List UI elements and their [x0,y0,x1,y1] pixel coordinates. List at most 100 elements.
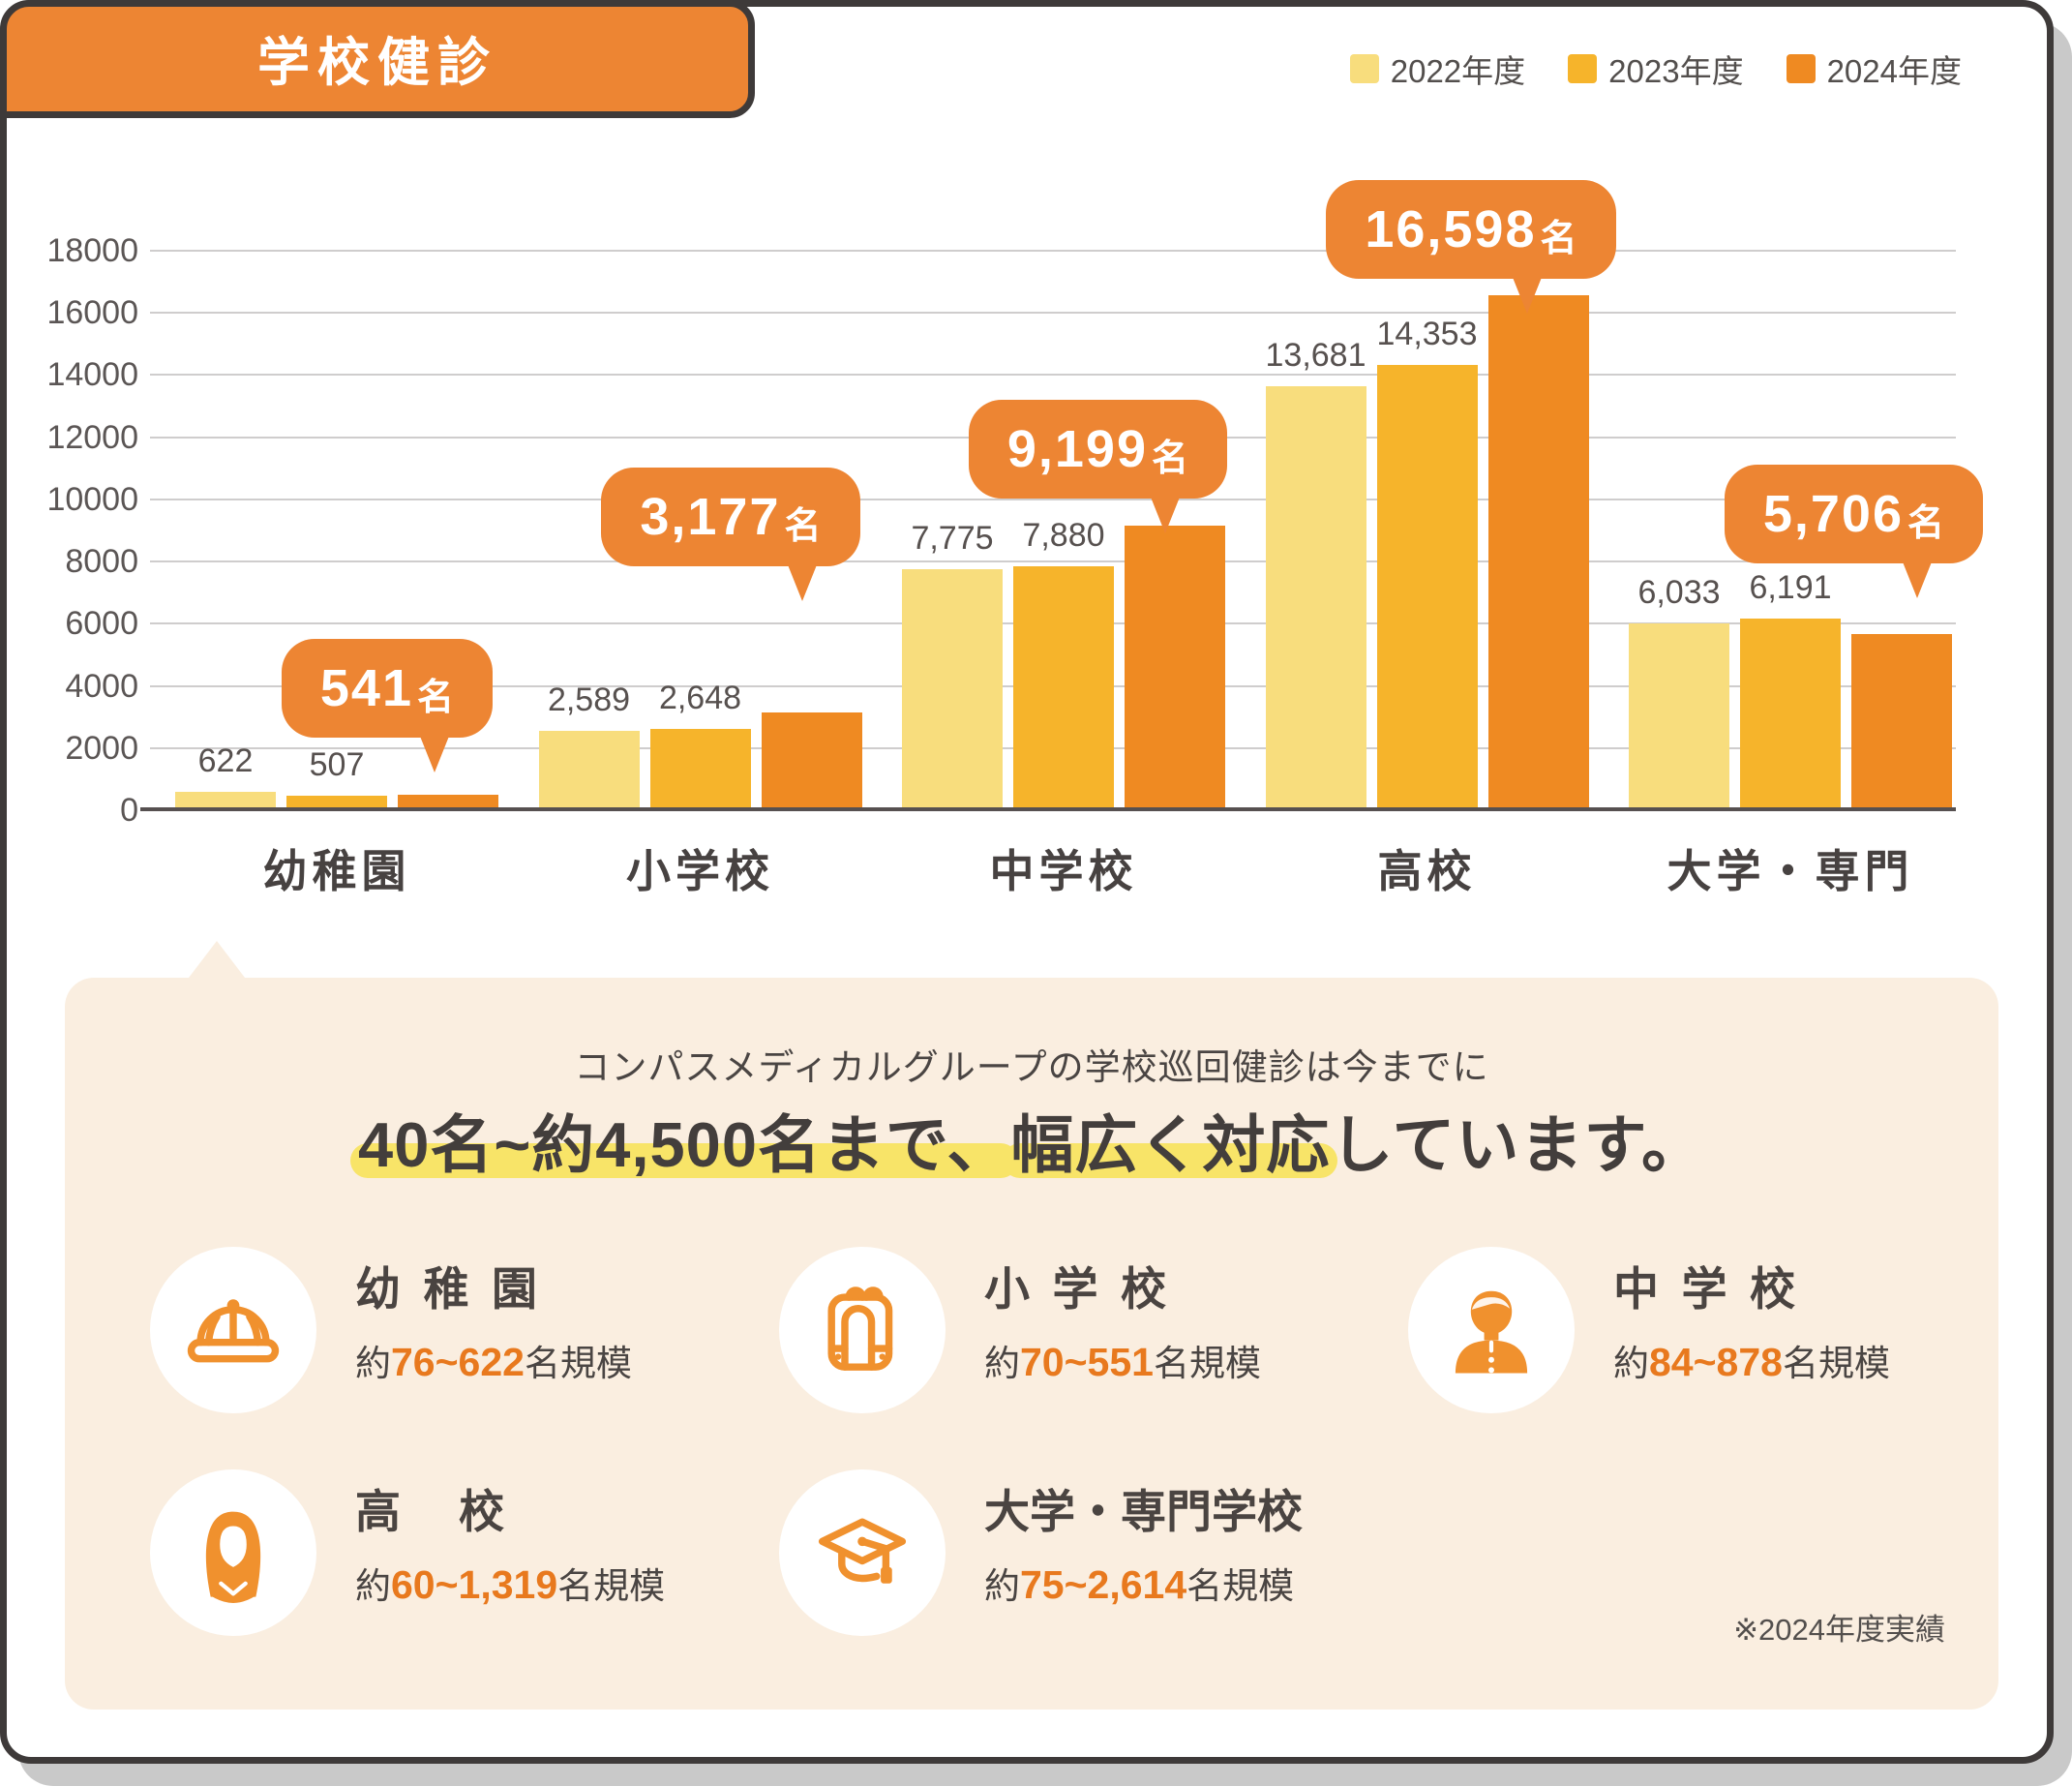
item-title: 高 校 [355,1485,527,1537]
legend-item-2023: 2023年度 [1568,45,1744,92]
bar-value-label: 7,880 [1022,517,1105,554]
y-tick-label: 4000 [65,667,138,705]
bar-value-label: 6,033 [1637,574,1721,611]
item-title: 幼稚園 [355,1262,560,1315]
callout-tail [1150,495,1181,533]
page-title: 学校健診 [257,33,497,92]
bar-2023年度: 7,880 [1013,517,1114,811]
x-axis-label: 高校 [1377,846,1477,896]
callout-tail [1511,275,1543,314]
y-tick-label: 0 [120,792,138,829]
x-axis-label: 小学校 [626,846,774,896]
item-subtitle: 約60~1,319名規模 [355,1557,665,1609]
card: 学校健診 2022年度 2023年度 2024年度 0 2000 4000 6000 8… [0,0,2054,1764]
legend: 2022年度 2023年度 2024年度 [1349,45,1962,92]
y-tick-label: 16000 [46,294,138,332]
bar-2022年度: 2,589 [538,681,640,811]
range-value: 75~2,614 [1020,1561,1187,1607]
legend-item-2024: 2024年度 [1786,45,1962,92]
gridline [150,312,1956,315]
headline-plain: しています。 [1330,1109,1705,1180]
item-text: 中学校 約84~878名規模 [1613,1252,1890,1386]
panel-headline: 40名~約4,500名まで、幅広く対応しています。 [65,1092,1998,1198]
bar-2022年度: 13,681 [1265,337,1366,811]
bar-2024年度 [1851,634,1952,811]
range-value: 70~551 [1020,1339,1154,1384]
bar-2023年度: 14,353 [1376,316,1478,811]
callout-suffix: 名 [1151,438,1188,479]
bar-value-label: 7,775 [911,520,994,557]
range-suffix: 名規模 [557,1565,666,1606]
y-tick-label: 18000 [46,232,138,269]
callout-bubble: 16,598 名 [1326,180,1616,314]
item-title: 大学・専門学校 [984,1485,1303,1537]
callout-value: 3,177 [640,488,781,546]
bar-group-1: 622 507 541 名幼稚園 [175,252,498,896]
range-prefix: 約 [984,1343,1020,1383]
callout-tail [1902,560,1933,598]
y-axis: 0 2000 4000 6000 8000 10000 12000 14000 16000 180… [7,232,138,829]
y-tick-label: 6000 [65,605,138,643]
info-panel: コンパスメディカルグループの学校巡回健診は今までに 40名~約4,500名まで、… [65,941,1998,1710]
range-prefix: 約 [355,1343,391,1383]
item-title: 中学校 [1613,1262,1818,1315]
range-value: 60~1,319 [391,1561,558,1607]
item-text: 小学校 約70~551名規模 [984,1252,1261,1386]
bar-value-label: 6,191 [1749,569,1832,606]
kindergarten-cap-icon [150,1247,316,1413]
legend-label: 2024年度 [1826,53,1962,89]
mortarboard-icon [779,1469,946,1636]
callout-tail [419,734,450,772]
callout-suffix: 名 [416,677,454,718]
range-prefix: 約 [355,1565,391,1606]
item-text: 幼稚園 約76~622名規模 [355,1252,632,1386]
range-suffix: 名規模 [1782,1343,1890,1383]
bar-value-label: 13,681 [1265,337,1366,374]
bar-value-label: 622 [197,742,254,779]
bar-2023年度: 2,648 [649,680,751,811]
bar-value-label: 2,589 [547,681,631,718]
panel-lead-text: コンパスメディカルグループの学校巡回健診は今までに [574,1047,1489,1087]
callout-bubble: 9,199 名 [968,400,1227,533]
callout-value: 9,199 [1006,420,1148,478]
item-subtitle: 約76~622名規模 [355,1334,632,1386]
callout-suffix: 名 [1540,218,1577,259]
bar-2024年度 [1125,526,1225,811]
range-suffix: 名規模 [1186,1565,1295,1606]
gridline [150,498,1956,500]
item-text: 高 校 約60~1,319名規模 [355,1474,665,1609]
panel-item-elementary: 小学校 約70~551名規模 [779,1247,1261,1413]
panel-item-junior-high: 中学校 約84~878名規模 [1408,1247,1890,1413]
legend-label: 2022年度 [1390,53,1526,89]
bar-value-label: 507 [309,746,365,783]
bar-2024年度 [398,795,498,811]
item-subtitle: 約75~2,614名規模 [984,1557,1303,1609]
bar-2022年度: 6,033 [1629,574,1729,811]
headline-highlight-1: 40名~約4,500名まで、 [358,1109,1011,1180]
y-tick-label: 10000 [46,480,138,518]
x-axis-label: 幼稚園 [262,846,411,896]
gridline [150,560,1956,563]
bar-2022年度: 7,775 [902,520,1003,811]
callout-tail [786,562,818,601]
student-girl-icon [150,1469,316,1636]
callout-value: 541 [319,659,413,717]
range-value: 76~622 [391,1339,525,1384]
item-title: 小学校 [984,1262,1189,1315]
legend-label: 2023年度 [1608,53,1744,89]
callout-value: 5,706 [1762,485,1904,543]
range-value: 84~878 [1649,1339,1783,1384]
x-axis-label: 中学校 [989,846,1138,896]
bar-2024年度 [761,712,862,811]
y-tick-label: 2000 [65,729,138,767]
bar-2023年度: 6,191 [1740,569,1841,811]
legend-swatch-2023 [1568,54,1598,83]
headline-highlight-2: 幅広く対応 [1010,1109,1331,1180]
panel-item-university: 大学・専門学校 約75~2,614名規模 [779,1469,1303,1636]
y-tick-label: 12000 [46,418,138,456]
gridline [150,250,1956,252]
range-suffix: 名規模 [1153,1343,1261,1383]
callout-bubble: 5,706 名 [1724,465,1983,598]
item-subtitle: 約84~878名規模 [1613,1334,1890,1386]
gridline [150,374,1956,377]
